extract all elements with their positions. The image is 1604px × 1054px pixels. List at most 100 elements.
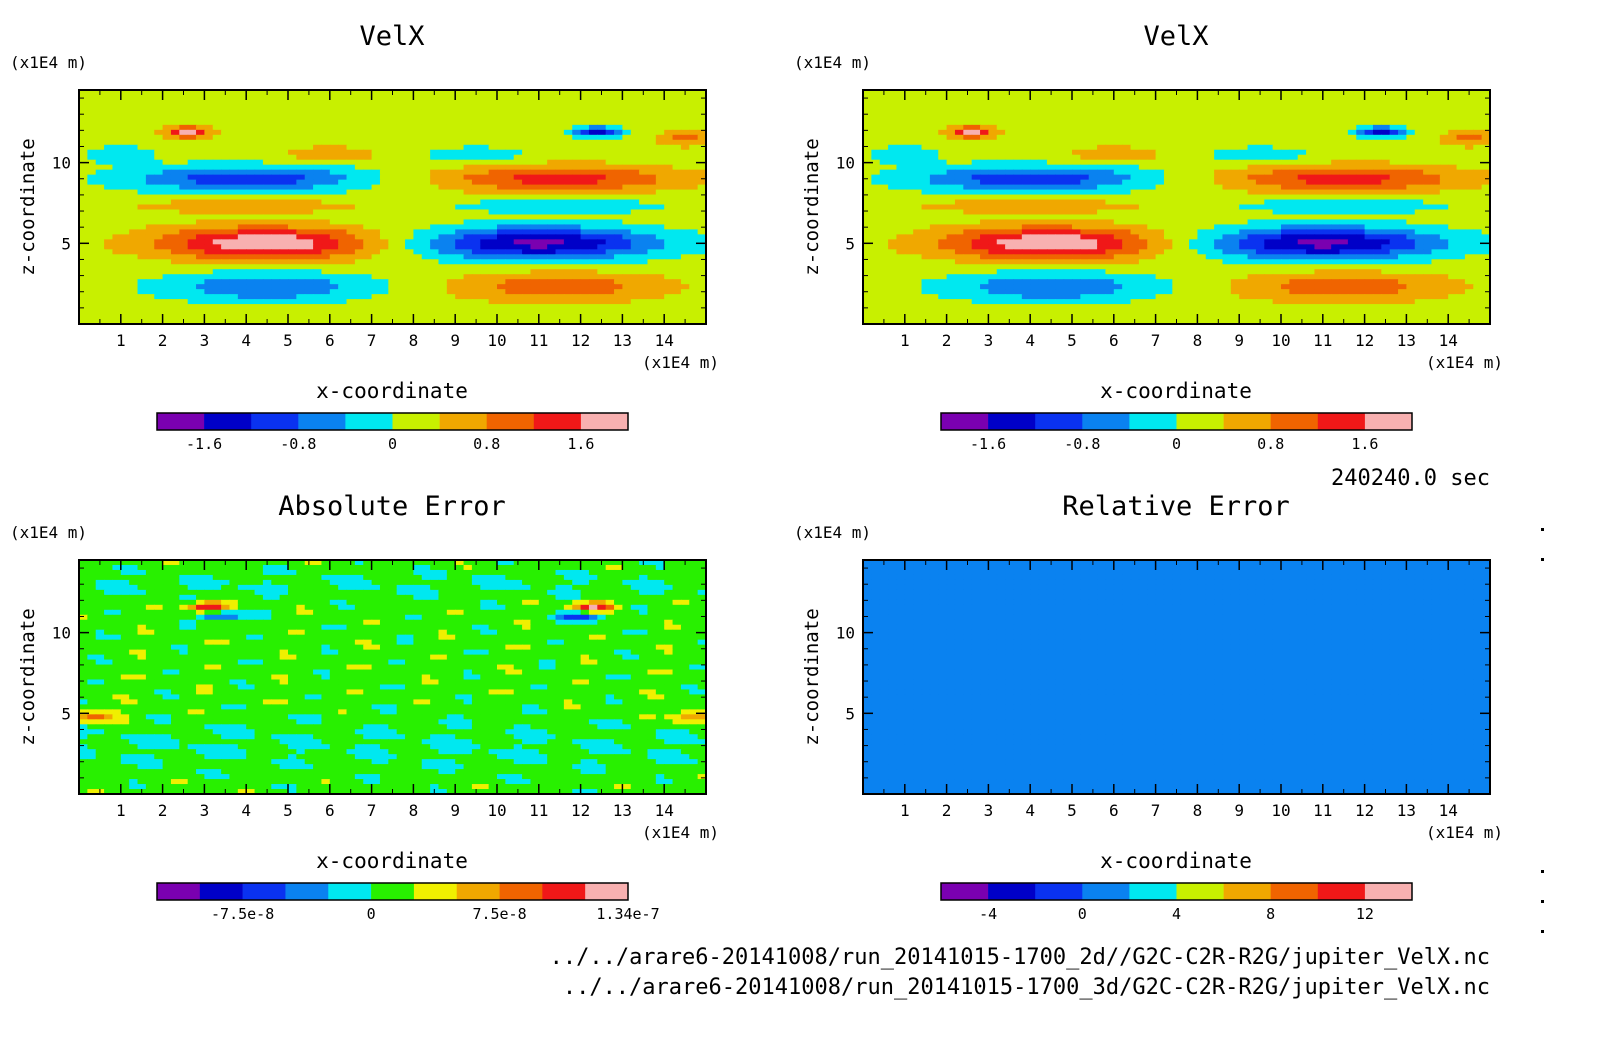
contour-cell bbox=[1448, 169, 1458, 176]
contour-cell bbox=[1205, 174, 1215, 181]
contour-cell bbox=[104, 274, 114, 280]
contour-cell bbox=[129, 264, 139, 270]
contour-cell bbox=[1255, 154, 1265, 161]
contour-cell bbox=[162, 314, 172, 320]
contour-cell bbox=[1080, 114, 1090, 121]
contour-cell bbox=[405, 194, 414, 201]
contour-cell bbox=[863, 124, 872, 131]
contour-cell bbox=[488, 204, 498, 211]
contour-cell bbox=[1314, 134, 1324, 141]
contour-cell bbox=[1306, 129, 1316, 136]
contour-cell bbox=[497, 114, 506, 121]
contour-cell bbox=[396, 219, 406, 226]
contour-cell bbox=[871, 90, 881, 96]
contour-cell bbox=[655, 94, 665, 101]
contour-cell bbox=[363, 239, 373, 245]
contour-cell bbox=[672, 259, 682, 265]
contour-cell bbox=[871, 109, 881, 116]
contour-cell bbox=[212, 139, 222, 146]
colorbar-swatch bbox=[533, 413, 582, 430]
contour-cell bbox=[1255, 159, 1265, 166]
contour-cell bbox=[1398, 119, 1407, 126]
contour-cell bbox=[229, 209, 239, 216]
contour-cell bbox=[1389, 169, 1399, 176]
contour-cell bbox=[522, 134, 532, 141]
contour-cell bbox=[888, 119, 898, 126]
contour-cell bbox=[639, 279, 649, 285]
contour-cell bbox=[672, 90, 682, 96]
contour-cell bbox=[614, 144, 623, 151]
contour-cell bbox=[455, 129, 465, 136]
contour-cell bbox=[655, 134, 665, 141]
contour-cell bbox=[655, 194, 665, 201]
contour-cell bbox=[196, 129, 205, 136]
contour-cell bbox=[154, 214, 164, 221]
contour-cell bbox=[1272, 164, 1282, 171]
contour-cell bbox=[279, 264, 289, 270]
contour-cell bbox=[338, 279, 348, 285]
contour-cell bbox=[1055, 90, 1065, 96]
contour-cell bbox=[162, 224, 172, 231]
contour-cell bbox=[1414, 169, 1424, 176]
contour-cell bbox=[1372, 119, 1382, 126]
contour-cell bbox=[547, 149, 557, 156]
contour-cell bbox=[313, 129, 323, 136]
contour-cell bbox=[1473, 129, 1483, 136]
contour-cell bbox=[622, 179, 632, 186]
contour-cell bbox=[1030, 159, 1040, 166]
contour-cell bbox=[463, 99, 473, 106]
contour-cell bbox=[580, 319, 590, 325]
contour-cell bbox=[1122, 99, 1132, 106]
contour-cell bbox=[630, 99, 640, 106]
contour-cell bbox=[946, 109, 956, 116]
contour-cell bbox=[87, 249, 97, 255]
contour-cell bbox=[488, 319, 498, 325]
contour-cell bbox=[463, 309, 473, 315]
contour-cell bbox=[647, 134, 657, 141]
contour-cell bbox=[1021, 169, 1031, 176]
contour-cell bbox=[1138, 169, 1148, 176]
contour-cell bbox=[630, 174, 640, 181]
contour-cell bbox=[120, 254, 130, 260]
contour-cell bbox=[647, 159, 657, 166]
contour-cell bbox=[379, 94, 389, 101]
contour-cell bbox=[446, 274, 456, 280]
contour-cell bbox=[262, 119, 272, 126]
contour-cell bbox=[321, 164, 331, 171]
contour-cell bbox=[262, 104, 272, 111]
contour-cell bbox=[338, 139, 348, 146]
contour-cell bbox=[204, 254, 214, 260]
contour-cell bbox=[1130, 174, 1140, 181]
contour-cell bbox=[630, 144, 640, 151]
contour-cell bbox=[262, 229, 272, 235]
contour-cell bbox=[522, 99, 532, 106]
contour-cell bbox=[680, 109, 690, 116]
contour-cell bbox=[513, 269, 523, 275]
contour-cell bbox=[614, 164, 623, 171]
contour-cell bbox=[329, 104, 339, 111]
contour-cell bbox=[396, 124, 406, 131]
contour-cell bbox=[672, 279, 682, 285]
contour-cell bbox=[170, 179, 180, 186]
contour-cell bbox=[471, 204, 481, 211]
contour-cell bbox=[212, 159, 222, 166]
contour-cell bbox=[129, 169, 139, 176]
contour-cell bbox=[196, 284, 205, 290]
contour-cell bbox=[622, 249, 632, 255]
contour-cell bbox=[396, 169, 406, 176]
contour-cell bbox=[229, 299, 239, 305]
contour-cell bbox=[1063, 144, 1073, 151]
contour-cell bbox=[1072, 144, 1081, 151]
contour-cell bbox=[1197, 109, 1207, 116]
contour-cell bbox=[120, 249, 130, 255]
contour-cell bbox=[438, 169, 448, 176]
contour-cell bbox=[680, 264, 690, 270]
contour-cell bbox=[622, 239, 632, 245]
contour-cell bbox=[430, 284, 440, 290]
contour-cell bbox=[1063, 164, 1073, 171]
contour-cell bbox=[1063, 94, 1073, 101]
contour-cell bbox=[588, 169, 598, 176]
contour-cell bbox=[288, 129, 297, 136]
contour-cell bbox=[622, 99, 632, 106]
contour-cell bbox=[555, 234, 565, 240]
